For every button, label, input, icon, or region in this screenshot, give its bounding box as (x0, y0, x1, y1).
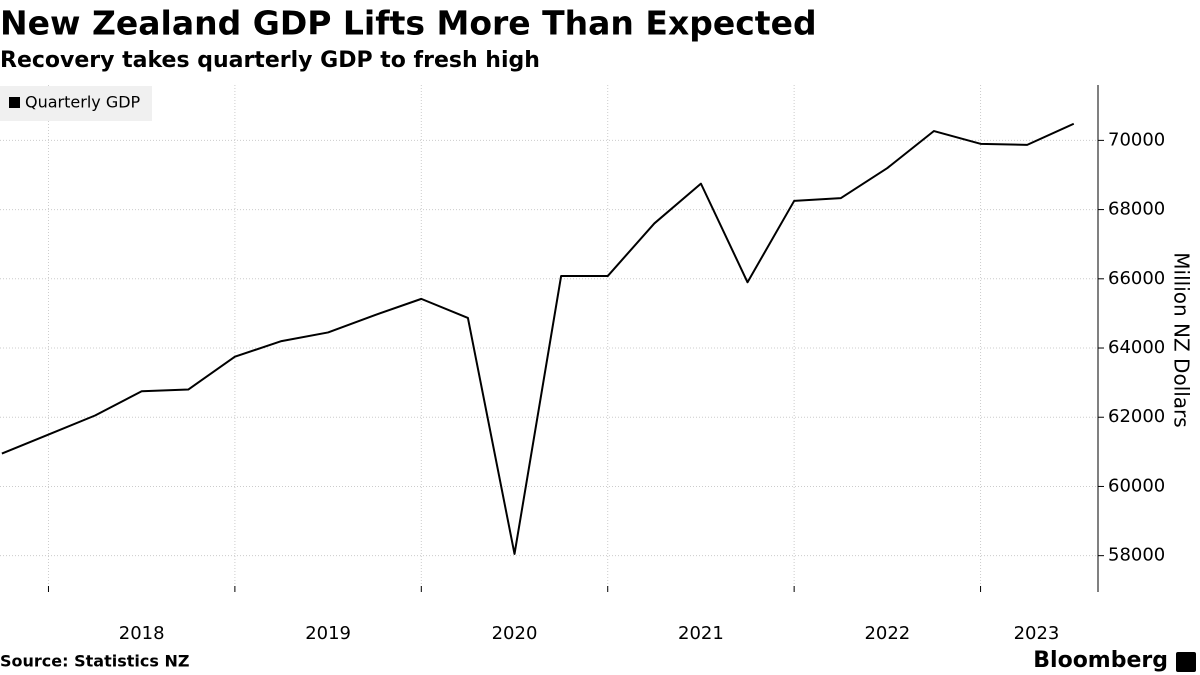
brand-icon (1176, 652, 1196, 672)
y-tick-label: 58000 (1108, 545, 1165, 566)
x-tick-label: 2021 (678, 623, 724, 644)
x-tick-label: 2020 (492, 623, 538, 644)
legend-box (0, 86, 152, 121)
x-tick-label: 2019 (305, 623, 351, 644)
x-tick-label: 2022 (864, 623, 910, 644)
y-tick-label: 68000 (1108, 199, 1165, 220)
legend-swatch (9, 97, 20, 108)
y-tick-label: 70000 (1108, 129, 1165, 150)
line (1, 122, 1075, 555)
chart-title: New Zealand GDP Lifts More Than Expected (0, 4, 817, 43)
chart-subtitle: Recovery takes quarterly GDP to fresh hi… (0, 48, 540, 73)
brand: Bloomberg (1033, 648, 1168, 673)
x-tick-label: 2023 (1014, 623, 1060, 644)
y-axis-title: Million NZ Dollars (1170, 252, 1194, 427)
y-tick-label: 66000 (1108, 268, 1165, 289)
y-tick-label: 60000 (1108, 475, 1165, 496)
x-tick-label: 2018 (119, 623, 165, 644)
source: Source: Statistics NZ (0, 652, 189, 671)
legend-label: Quarterly GDP (25, 93, 141, 112)
y-tick-label: 64000 (1108, 337, 1165, 358)
y-tick-label: 62000 (1108, 406, 1165, 427)
